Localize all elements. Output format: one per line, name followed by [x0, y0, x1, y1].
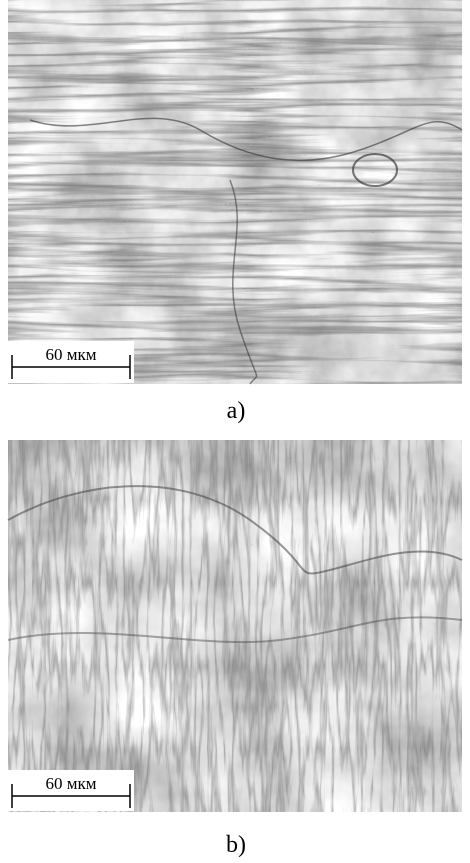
page: 60 мкм a) 60 мкм b) (() => { const data … [0, 0, 470, 863]
caption: a) [227, 398, 246, 424]
micrograph-a: 60 мкм [8, 0, 462, 384]
caption: b) [226, 832, 246, 858]
scale-label: 60 мкм [45, 774, 96, 793]
scale-label: 60 мкм [45, 345, 96, 364]
micrograph-b: 60 мкм [8, 440, 462, 812]
image-lines [8, 440, 462, 812]
image-lines [8, 0, 462, 384]
figure: 60 мкм a) 60 мкм b) [0, 0, 470, 863]
